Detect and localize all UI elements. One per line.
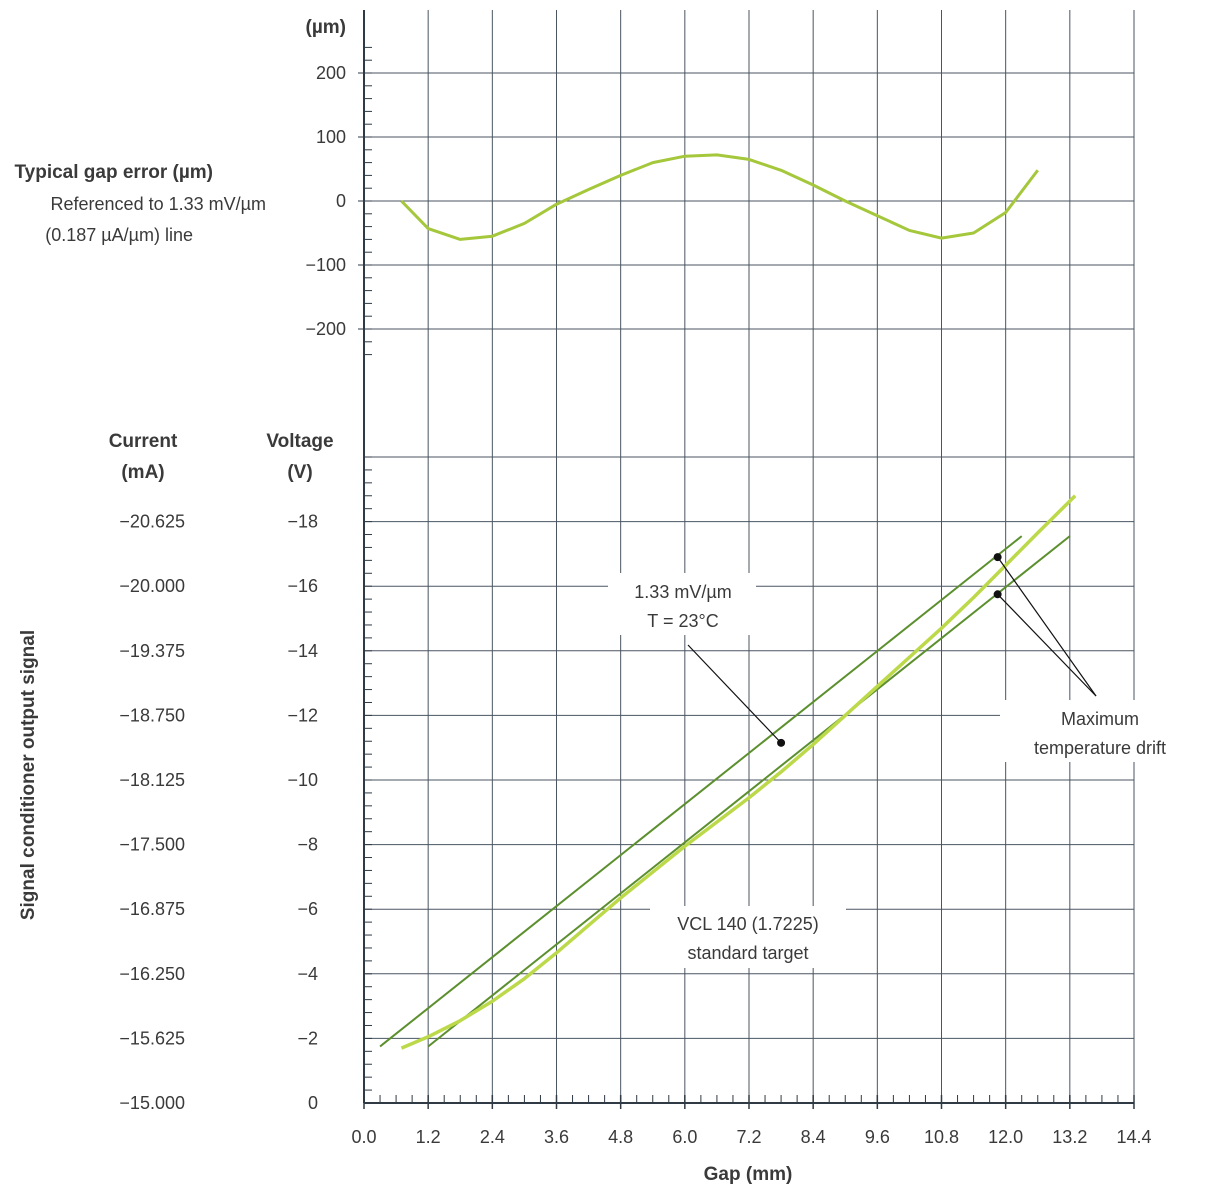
- voltage-tick-label: −12: [287, 705, 318, 725]
- slope-callout-text: T = 23°C: [647, 611, 718, 631]
- current-tick-label: −16.875: [119, 899, 185, 919]
- current-tick-label: −20.000: [119, 576, 185, 596]
- drift-callout-text: Maximum: [1061, 709, 1139, 729]
- error-y-tick-label: −100: [305, 255, 346, 275]
- current-tick-label: −19.375: [119, 641, 185, 661]
- voltage-tick-label: −6: [297, 899, 318, 919]
- drift-callout-leader: [997, 593, 1097, 697]
- drift-callout-point: [993, 590, 1002, 599]
- drift-callout-point: [993, 553, 1002, 562]
- x-tick-label: 14.4: [1116, 1127, 1151, 1147]
- output-y-axis-label: Signal conditioner output signal: [18, 630, 39, 920]
- gap-error-line: [400, 153, 1039, 241]
- target-label-text: VCL 140 (1.7225): [677, 914, 818, 934]
- current-tick-label: −20.625: [119, 512, 185, 532]
- error-y-tick-label: −200: [305, 319, 346, 339]
- annotations: 1.33 mV/µm T = 23°C Maximum temperature dri…: [608, 553, 1200, 968]
- current-tick-label: −18.750: [119, 705, 185, 725]
- error-y-axis-label: (µm): [306, 17, 347, 38]
- x-tick-label: 10.8: [924, 1127, 959, 1147]
- current-tick-label: −15.000: [119, 1093, 185, 1113]
- x-tick-label: 1.2: [416, 1127, 441, 1147]
- x-tick-label: 7.2: [736, 1127, 761, 1147]
- x-tick-label: 0.0: [351, 1127, 376, 1147]
- error-legend-text: Referenced to 1.33 mV/µm: [51, 194, 266, 214]
- drift-callout-leader: [997, 556, 1097, 697]
- current-tick-label: −16.250: [119, 964, 185, 984]
- target-label-text: standard target: [687, 943, 808, 963]
- x-tick-label: 2.4: [480, 1127, 505, 1147]
- current-tick-label: −18.125: [119, 770, 185, 790]
- voltage-tick-label: −10: [287, 770, 318, 790]
- target-label-box: [650, 906, 846, 968]
- x-tick-label: 13.2: [1052, 1127, 1087, 1147]
- current-axis-header: Current: [109, 431, 178, 452]
- voltage-tick-label: −8: [297, 835, 318, 855]
- error-y-tick-label: 200: [316, 63, 346, 83]
- x-tick-label: 12.0: [988, 1127, 1023, 1147]
- slope-callout-text: 1.33 mV/µm: [634, 582, 731, 602]
- x-tick-label: 3.6: [544, 1127, 569, 1147]
- x-tick-label: 4.8: [608, 1127, 633, 1147]
- axes: [358, 10, 1135, 1109]
- voltage-axis-header: (V): [287, 462, 312, 483]
- voltage-tick-label: −4: [297, 964, 318, 984]
- drift-callout-text: temperature drift: [1034, 738, 1166, 758]
- voltage-axis-header: Voltage: [266, 431, 333, 452]
- error-legend-title: Typical gap error (µm): [14, 162, 213, 183]
- standard-target-line: [400, 494, 1077, 1050]
- voltage-tick-label: −18: [287, 512, 318, 532]
- voltage-tick-label: −2: [297, 1028, 318, 1048]
- slope-callout-box: [608, 573, 756, 635]
- voltage-tick-label: 0: [308, 1093, 318, 1113]
- x-axis-label: Gap (mm): [704, 1164, 793, 1185]
- series: [379, 153, 1077, 1050]
- x-tick-label: 9.6: [865, 1127, 890, 1147]
- error-y-tick-label: 100: [316, 127, 346, 147]
- drift-callout-box: [1000, 700, 1200, 762]
- x-tick-label: 8.4: [801, 1127, 826, 1147]
- voltage-tick-label: −16: [287, 576, 318, 596]
- error-y-tick-label: 0: [336, 191, 346, 211]
- current-tick-label: −17.500: [119, 835, 185, 855]
- x-tick-label: 6.0: [672, 1127, 697, 1147]
- error-legend-text: (0.187 µA/µm) line: [45, 225, 193, 245]
- current-axis-header: (mA): [121, 462, 164, 483]
- slope-callout-point: [777, 738, 786, 747]
- voltage-tick-label: −14: [287, 641, 318, 661]
- current-tick-label: −15.625: [119, 1028, 185, 1048]
- slope-callout-leader: [687, 644, 782, 744]
- temperature-drift-line: [379, 535, 1023, 1048]
- temperature-drift-line: [427, 535, 1071, 1048]
